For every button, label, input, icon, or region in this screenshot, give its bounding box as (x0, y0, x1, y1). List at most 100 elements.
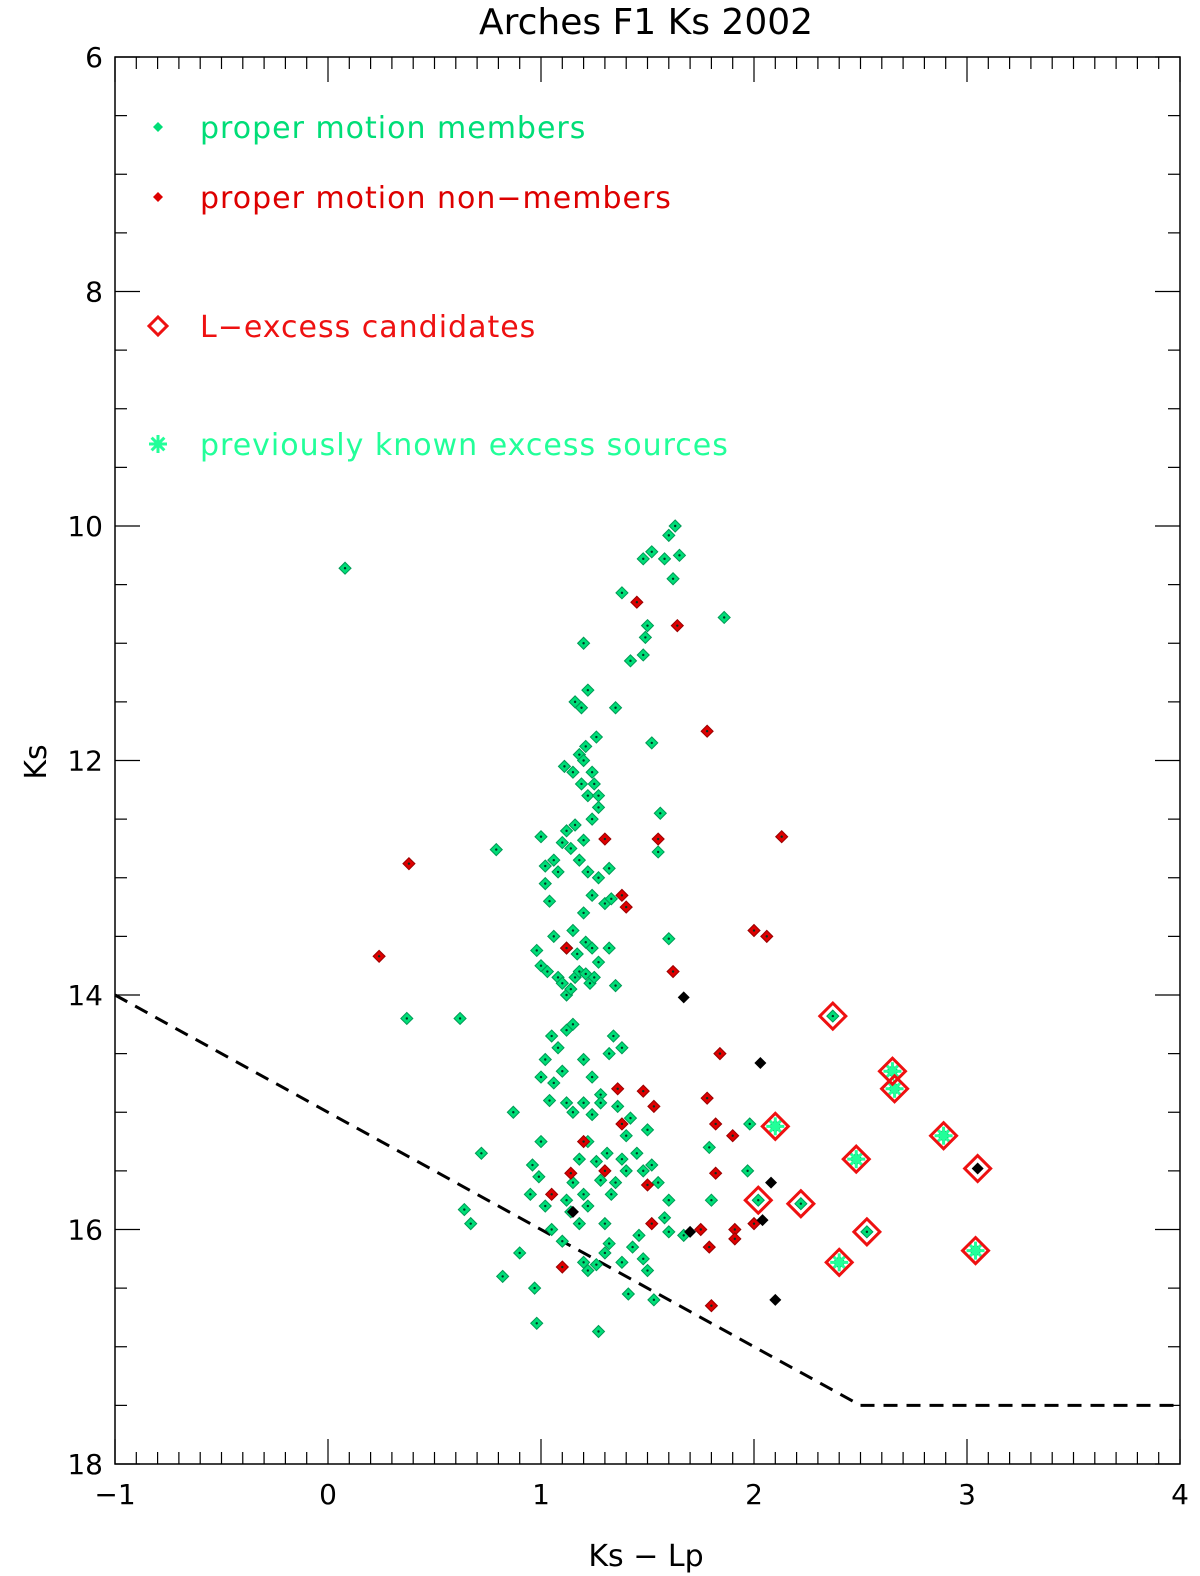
member-point (525, 1158, 540, 1172)
member-point (581, 1199, 595, 1213)
member-point (538, 1199, 552, 1213)
member-point (610, 1099, 625, 1114)
legend-label: L−excess candidates (200, 310, 536, 345)
member-point (615, 1255, 629, 1270)
member-point (702, 1140, 716, 1155)
x-tick-label: −1 (94, 1478, 135, 1511)
member-point (457, 1202, 472, 1217)
member-point (576, 906, 591, 920)
member-point (653, 806, 667, 820)
x-tick-label: 1 (532, 1478, 550, 1511)
member-point (636, 648, 650, 662)
non-member-point (774, 830, 789, 844)
legend-item: L−excess candidates (146, 310, 536, 345)
member-point (608, 1175, 623, 1190)
l-excess-point (760, 1111, 791, 1142)
member-point (572, 853, 587, 867)
known-excess-point (830, 1253, 849, 1272)
legend-marker (153, 192, 163, 202)
member-point (593, 1173, 608, 1187)
member-point (581, 788, 595, 803)
legend-label: previously known excess sources (200, 428, 729, 463)
member-point (585, 1107, 599, 1122)
member-point (645, 736, 659, 750)
l-excess-point (962, 1153, 993, 1184)
l-excess-point (960, 1235, 991, 1266)
unclassified-point (756, 1214, 769, 1227)
member-point (581, 865, 595, 879)
member-point (604, 1187, 618, 1202)
member-point (826, 1009, 840, 1023)
member-point (564, 982, 578, 996)
member-point (645, 545, 659, 559)
member-point (587, 970, 601, 985)
member-point (576, 753, 591, 768)
member-point (585, 888, 599, 903)
member-point (585, 1070, 599, 1084)
member-point (662, 528, 676, 543)
member-point (538, 1052, 552, 1067)
non-member-point (747, 1216, 761, 1231)
non-member-point (636, 1084, 650, 1098)
member-point (540, 964, 555, 979)
member-point (532, 1170, 546, 1184)
member-point (566, 1175, 580, 1190)
non-member-point (555, 1260, 570, 1274)
member-point (544, 1222, 559, 1237)
member-point (636, 1252, 650, 1266)
member-point (589, 1154, 604, 1169)
member-point (638, 630, 653, 645)
l-excess-point (851, 1216, 883, 1247)
member-point (568, 818, 582, 832)
member-point (534, 1070, 548, 1084)
member-point (547, 1076, 561, 1090)
member-point (474, 1146, 489, 1160)
member-point (593, 1096, 608, 1110)
non-member-point (598, 832, 612, 846)
non-member-point (760, 929, 774, 944)
non-member-point (666, 964, 680, 979)
member-point (576, 1255, 591, 1270)
member-point (606, 1029, 621, 1043)
non-member-point (564, 1166, 578, 1180)
member-point (464, 1216, 478, 1231)
member-point (527, 1281, 542, 1295)
member-point (591, 800, 606, 815)
member-point (662, 932, 676, 946)
l-excess-point (877, 1056, 908, 1087)
y-tick-label: 8 (85, 276, 103, 309)
non-member-point (713, 1046, 727, 1061)
unclassified-point (677, 991, 690, 1004)
member-point (566, 1017, 580, 1032)
unclassified-point (684, 1225, 697, 1238)
member-point (566, 765, 580, 779)
member-point (591, 955, 606, 969)
member-point (623, 1111, 638, 1125)
member-point (587, 777, 601, 791)
member-point (579, 739, 593, 754)
member-point (657, 1211, 672, 1225)
member-point (591, 1324, 606, 1339)
non-member-point (704, 1299, 719, 1313)
member-point (608, 978, 623, 993)
member-point (564, 841, 578, 856)
member-point (657, 552, 672, 566)
member-point (640, 1263, 655, 1278)
axis-ticks (114, 56, 1181, 1465)
member-point (623, 654, 638, 668)
legend-item: previously known excess sources (149, 428, 729, 463)
member-point (572, 1216, 587, 1231)
member-point (555, 835, 570, 850)
member-point (555, 1064, 570, 1078)
l-excess-point (841, 1144, 872, 1175)
legend-label: proper motion members (200, 111, 586, 146)
y-tick-label: 6 (85, 41, 103, 74)
unclassified-point (765, 1176, 778, 1189)
known-excess-point (966, 1241, 985, 1260)
member-point (591, 871, 606, 885)
non-member-point (645, 1216, 659, 1231)
legend-marker (146, 314, 170, 338)
non-member-point (402, 856, 416, 871)
member-point (600, 1146, 614, 1160)
